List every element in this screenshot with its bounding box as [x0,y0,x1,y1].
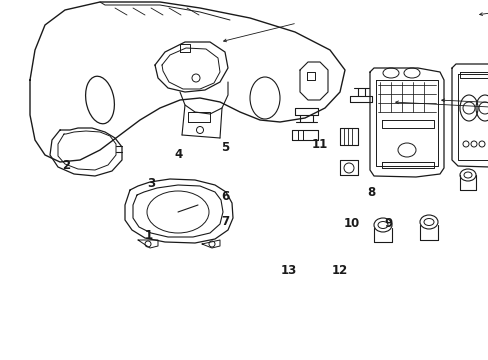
Text: 3: 3 [147,177,155,190]
Text: 2: 2 [62,159,70,172]
Text: 1: 1 [145,229,153,242]
Text: 7: 7 [221,215,228,228]
Text: 6: 6 [221,190,228,203]
Text: 4: 4 [174,148,182,161]
Text: 9: 9 [384,217,392,230]
Text: 13: 13 [280,264,296,276]
Text: 8: 8 [367,186,375,199]
Text: 12: 12 [331,264,347,276]
Text: 11: 11 [311,138,328,150]
Text: 10: 10 [343,217,360,230]
Text: 5: 5 [221,141,228,154]
